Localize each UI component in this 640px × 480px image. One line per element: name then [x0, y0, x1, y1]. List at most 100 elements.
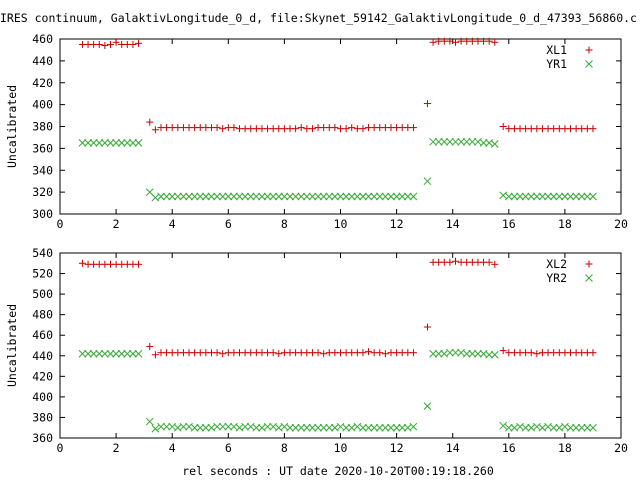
yr1-point [269, 192, 278, 201]
yr2-point [409, 422, 418, 431]
yr1-point [521, 192, 530, 201]
xl2-point [485, 258, 493, 266]
xl1-legend-marker [585, 46, 593, 54]
yr1-point [230, 192, 238, 201]
xl1-point [499, 123, 507, 130]
yr2-point [252, 423, 261, 432]
yr2-point [342, 423, 350, 432]
top-y-tick-label: 340 [32, 163, 53, 177]
xl1-point [423, 100, 431, 108]
yr2-point [589, 423, 597, 432]
yr2-point [504, 423, 513, 432]
yr1-point [353, 192, 362, 201]
yr1-point [101, 139, 109, 147]
yr1-point [224, 192, 233, 201]
yr1-point [490, 140, 499, 148]
yr2-point [190, 423, 199, 432]
xl2-point [314, 349, 322, 357]
xl2-point [365, 348, 373, 356]
yr2-point [392, 423, 401, 432]
xl1-point [297, 124, 305, 132]
yr1-point [479, 139, 488, 147]
yr2-point [162, 422, 171, 431]
xl2-point [213, 349, 221, 357]
top-ticks: 0 2 4 6 8 10 12 14 16 18 20 300 320 340 360 380 400 420 44… [32, 32, 628, 231]
top-x-tick-label: 14 [446, 217, 460, 231]
bottom-y-tick-label: 360 [32, 431, 53, 445]
yr1-point [440, 137, 449, 146]
top-x-tick-label: 8 [281, 217, 288, 231]
yr1-point [468, 137, 477, 146]
yr1-point [218, 192, 227, 201]
yr2-point [577, 423, 586, 432]
yr1-point [423, 177, 432, 186]
yr2-point [490, 350, 499, 359]
xl2-point [219, 350, 227, 358]
yr1-point [583, 192, 592, 201]
bottom-x-tick-label: 8 [281, 441, 288, 455]
bottom-x-tick-label: 6 [225, 441, 232, 455]
yr1-point [202, 192, 210, 201]
bottom-y-tick-label: 500 [32, 287, 53, 301]
xl1-point [342, 125, 350, 133]
yr2-point [89, 349, 98, 358]
bottom-x-tick-label: 0 [57, 441, 64, 455]
xl1-point [106, 40, 114, 48]
yr1-point [462, 137, 471, 146]
xl1-legend-label: XL1 [546, 43, 567, 57]
xl2-point [423, 323, 431, 331]
yr1-point [364, 192, 373, 201]
bottom-x-tick-label: 14 [446, 441, 460, 455]
bottom-x-tick-label: 16 [502, 441, 516, 455]
yr2-point [308, 423, 317, 432]
bottom-x-tick-label: 10 [334, 441, 348, 455]
xl2-point [533, 350, 541, 358]
yr1-point [274, 192, 283, 201]
yr2-point [129, 349, 137, 358]
top-x-tick-label: 16 [502, 217, 516, 231]
yr1-legend-label: YR1 [546, 57, 567, 71]
yr1-point [196, 192, 205, 201]
xl2-point [527, 349, 535, 357]
yr2-point [134, 349, 143, 358]
yr1-point [516, 192, 524, 201]
xl2-legend-label: XL2 [546, 257, 567, 271]
yr1-point [179, 192, 188, 201]
yr1-point [258, 192, 266, 201]
xl1-point [101, 42, 109, 50]
xl2-point [409, 349, 417, 357]
xl2-point [359, 349, 367, 357]
yr1-point [527, 192, 536, 201]
yr1-point [566, 192, 575, 201]
top-data-marks [78, 37, 597, 202]
xl2-point [376, 349, 384, 357]
yr1-point [457, 137, 465, 146]
yr2-point [499, 421, 508, 430]
yr2-point [314, 423, 322, 432]
yr1-point [398, 192, 407, 201]
yr2-point [297, 423, 306, 432]
top-x-tick-label: 0 [57, 217, 64, 231]
yr1-point [342, 192, 350, 201]
yr1-point [112, 139, 120, 147]
top-y-tick-label: 460 [32, 32, 53, 46]
yr1-point [291, 192, 300, 201]
bottom-y-tick-label: 540 [32, 246, 53, 260]
yr2-point [218, 422, 227, 431]
yr2-point [451, 348, 460, 357]
bottom-y-tick-label: 460 [32, 328, 53, 342]
yr1-point [555, 192, 564, 201]
yr2-point [224, 422, 233, 431]
bottom-plot-frame [59, 252, 622, 439]
top-y-tick-label: 320 [32, 185, 53, 199]
bottom-ticks: 0 2 4 6 8 10 12 14 16 18 20 360 380 400 420 440 460 480 50… [32, 246, 628, 455]
yr1-point [510, 192, 519, 201]
bottom-y-tick-label: 480 [32, 308, 53, 322]
yr2-point [446, 348, 454, 357]
yr2-point [112, 349, 120, 358]
top-y-tick-label: 400 [32, 98, 53, 112]
yr2-point [95, 349, 104, 358]
yr2-point [302, 423, 311, 432]
